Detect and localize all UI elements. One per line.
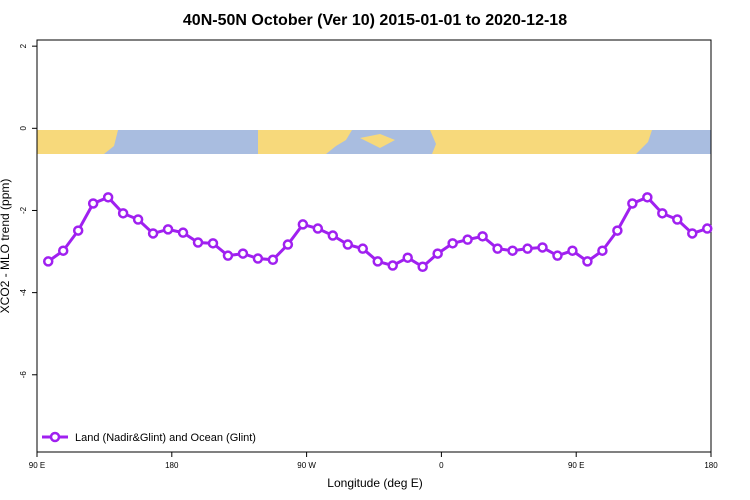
data-point	[387, 260, 398, 271]
data-point	[357, 243, 369, 254]
legend-marker	[49, 431, 61, 443]
data-point	[612, 225, 623, 236]
chart-title: 40N-50N October (Ver 10) 2015-01-01 to 2…	[183, 12, 567, 29]
y-tick-label: 2	[19, 43, 28, 48]
data-point	[267, 254, 279, 266]
x-tick-label: 90 W	[297, 461, 316, 470]
y-tick-label: -2	[19, 206, 28, 214]
data-point	[297, 219, 309, 230]
data-point	[402, 252, 413, 263]
data-point	[312, 223, 324, 234]
x-tick-label: 0	[439, 461, 444, 470]
data-point	[492, 243, 503, 254]
data-point	[117, 208, 129, 219]
legend-label: Land (Nadir&Glint) and Ocean (Glint)	[75, 432, 256, 444]
data-point	[657, 208, 668, 219]
x-axis-label: Longitude (deg E)	[327, 476, 422, 490]
x-tick-label: 90 E	[29, 461, 45, 470]
data-point	[567, 245, 578, 256]
data-point	[507, 245, 518, 256]
data-point	[642, 192, 653, 203]
plot-frame	[36, 39, 712, 453]
data-point	[87, 198, 99, 209]
x-tick-label: 180	[165, 461, 179, 470]
x-tick-label: 180	[704, 461, 718, 470]
data-point	[42, 256, 54, 267]
data-point	[627, 198, 638, 209]
data-point	[192, 237, 204, 248]
data-point	[147, 228, 159, 239]
data-point	[222, 250, 234, 261]
data-point	[522, 243, 533, 254]
data-point	[417, 261, 428, 272]
data-point	[237, 248, 249, 259]
data-point	[327, 230, 339, 241]
map-strip	[37, 130, 711, 154]
data-point	[132, 214, 144, 225]
data-point	[162, 224, 174, 235]
data-point	[72, 225, 84, 236]
data-point	[342, 239, 354, 250]
data-point	[582, 256, 593, 267]
data-point	[102, 192, 114, 203]
data-point	[372, 256, 383, 267]
data-point	[687, 228, 698, 239]
data-point	[177, 227, 189, 238]
data-point	[477, 231, 488, 242]
x-tick-label: 90 E	[568, 461, 584, 470]
y-tick-label: 0	[19, 126, 28, 131]
data-point	[57, 245, 69, 256]
data-point	[282, 239, 294, 250]
data-point	[207, 238, 219, 249]
y-tick-label: -4	[19, 289, 28, 297]
data-point	[432, 248, 443, 259]
data-point	[552, 250, 563, 261]
y-axis-label: XCO2 - MLO trend (ppm)	[0, 179, 12, 314]
data-point	[672, 214, 683, 225]
data-point	[462, 234, 473, 245]
data-point	[537, 242, 548, 253]
data-point	[447, 238, 458, 249]
y-tick-label: -6	[19, 371, 28, 379]
data-point	[702, 223, 713, 234]
data-point	[252, 253, 264, 264]
data-point	[597, 245, 608, 256]
